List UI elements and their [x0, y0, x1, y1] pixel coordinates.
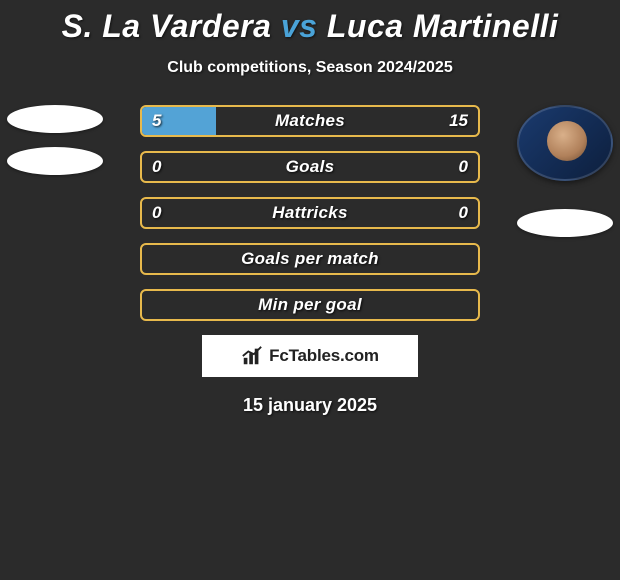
stat-right-value: 0 — [449, 199, 478, 227]
player1-avatar-col — [0, 105, 110, 175]
stat-bar: Min per goal — [140, 289, 480, 321]
stat-bar: Goals per match — [140, 243, 480, 275]
bar-chart-icon — [241, 345, 263, 367]
stat-right-value: 0 — [449, 153, 478, 181]
stat-bar: 0 Goals 0 — [140, 151, 480, 183]
comparison-title: S. La Vardera vs Luca Martinelli — [0, 0, 620, 45]
stat-left-value: 0 — [142, 153, 171, 181]
player2-avatar-col — [510, 105, 620, 237]
subtitle: Club competitions, Season 2024/2025 — [0, 59, 620, 77]
stat-bars: 5 Matches 15 0 Goals 0 0 Hattricks 0 Goals per ma… — [140, 105, 480, 321]
vs-label: vs — [281, 8, 318, 44]
stat-label: Min per goal — [258, 295, 362, 314]
player2-club-badge — [517, 209, 613, 237]
stat-left-value: 0 — [142, 199, 171, 227]
fctables-logo: FcTables.com — [202, 335, 418, 377]
stat-left-value: 5 — [142, 107, 171, 135]
snapshot-date: 15 january 2025 — [0, 395, 620, 416]
stat-label: Matches — [275, 111, 345, 130]
stat-label: Goals — [286, 157, 335, 176]
stat-label: Hattricks — [272, 203, 347, 222]
content-area: 5 Matches 15 0 Goals 0 0 Hattricks 0 Goals per ma… — [0, 105, 620, 416]
stat-bar: 5 Matches 15 — [140, 105, 480, 137]
player1-club-badge-1 — [7, 105, 103, 133]
player1-name: S. La Vardera — [62, 8, 272, 44]
stat-right-value: 15 — [439, 107, 478, 135]
stat-bar: 0 Hattricks 0 — [140, 197, 480, 229]
stat-label: Goals per match — [241, 249, 379, 268]
player2-photo — [517, 105, 613, 181]
fctables-text: FcTables.com — [269, 346, 379, 366]
player2-name: Luca Martinelli — [327, 8, 559, 44]
player1-club-badge-2 — [7, 147, 103, 175]
